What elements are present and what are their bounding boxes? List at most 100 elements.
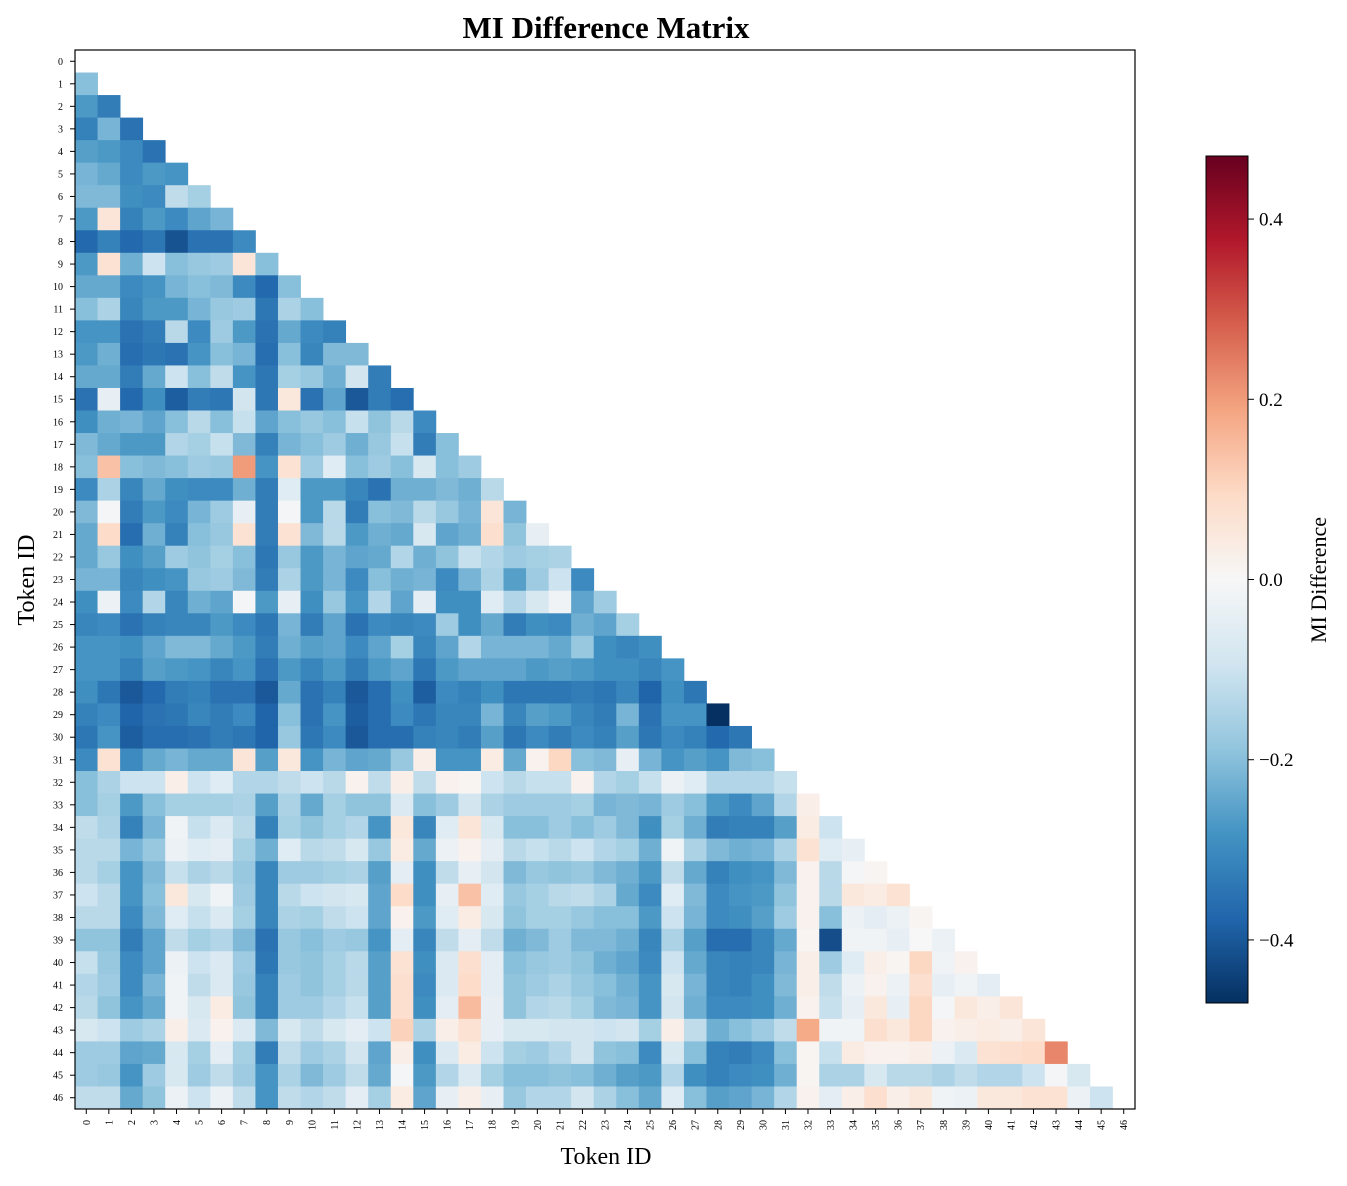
heatmap-cell	[120, 635, 144, 659]
heatmap-cell	[909, 996, 933, 1020]
heatmap-cell	[255, 568, 279, 592]
heatmap-cell	[142, 1063, 166, 1087]
heatmap-cell	[345, 387, 369, 411]
y-tick-label: 45	[53, 1071, 63, 1082]
heatmap-cell	[323, 523, 347, 547]
heatmap-cell	[729, 793, 752, 817]
heatmap-cell	[548, 703, 572, 727]
heatmap-cell	[390, 748, 414, 772]
heatmap-cell	[120, 455, 144, 479]
heatmap-cell	[932, 928, 955, 952]
heatmap-cell	[954, 1041, 978, 1065]
heatmap-cell	[142, 725, 166, 749]
heatmap-cell	[413, 703, 437, 727]
heatmap-cell	[458, 658, 482, 682]
heatmap-cell	[526, 1041, 550, 1065]
y-tick-label: 32	[53, 778, 63, 789]
heatmap-cell	[75, 793, 98, 817]
heatmap-cell	[458, 996, 482, 1020]
heatmap-cell	[616, 1086, 640, 1110]
heatmap-cell	[210, 1086, 234, 1110]
heatmap-cell	[300, 793, 324, 817]
x-tick-label: 36	[894, 1120, 905, 1130]
heatmap-cell	[819, 996, 843, 1020]
heatmap-cell	[210, 297, 234, 321]
heatmap-cell	[300, 658, 324, 682]
heatmap-cell	[526, 748, 550, 772]
heatmap-cell	[503, 613, 527, 637]
heatmap-cell	[232, 590, 256, 614]
heatmap-cell	[255, 748, 279, 772]
heatmap-cell	[526, 725, 550, 749]
heatmap-cell	[165, 365, 189, 389]
heatmap-cell	[75, 680, 98, 704]
y-tick-label: 8	[58, 237, 63, 248]
heatmap-cell	[75, 568, 98, 592]
heatmap-cell	[368, 816, 392, 840]
heatmap-cell	[210, 455, 234, 479]
heatmap-cell	[638, 1086, 662, 1110]
heatmap-cell	[97, 838, 121, 862]
heatmap-cell	[526, 861, 550, 885]
heatmap-cell	[210, 771, 234, 794]
heatmap-cell	[593, 680, 617, 704]
heatmap-cell	[165, 230, 189, 254]
heatmap-cell	[1044, 1041, 1068, 1065]
heatmap-cell	[593, 973, 617, 997]
heatmap-cell	[683, 1063, 707, 1087]
x-tick-label: 4	[172, 1120, 183, 1125]
heatmap-cell	[120, 1041, 144, 1065]
heatmap-cell	[300, 1018, 324, 1042]
heatmap-cell	[526, 568, 550, 592]
heatmap-cell	[210, 320, 234, 344]
heatmap-cell	[142, 816, 166, 840]
heatmap-cell	[187, 545, 211, 569]
heatmap-cell	[323, 658, 347, 682]
heatmap-cell	[277, 883, 301, 907]
heatmap-cell	[638, 838, 662, 862]
heatmap-cell	[616, 680, 640, 704]
heatmap-cell	[864, 906, 888, 930]
heatmap-cell	[345, 365, 369, 389]
heatmap-cell	[165, 883, 189, 907]
heatmap-cell	[706, 1041, 730, 1065]
heatmap-cell	[255, 680, 279, 704]
colorbar-label: MI Difference	[1306, 517, 1331, 643]
heatmap-cell	[187, 725, 211, 749]
heatmap-cell	[751, 861, 775, 885]
heatmap-cell	[165, 680, 189, 704]
heatmap-cell	[187, 455, 211, 479]
heatmap-cell	[120, 117, 144, 141]
heatmap-cell	[503, 545, 527, 569]
heatmap-cell	[683, 973, 707, 997]
heatmap-cell	[210, 275, 234, 299]
heatmap-cell	[458, 951, 482, 975]
heatmap-cell	[368, 838, 392, 862]
heatmap-cell	[435, 996, 459, 1020]
heatmap-cell	[729, 748, 752, 772]
x-tick-label: 33	[826, 1120, 837, 1130]
heatmap-cell	[120, 387, 144, 411]
heatmap-cell	[345, 635, 369, 659]
heatmap-cell	[120, 207, 144, 231]
heatmap-cell	[796, 816, 820, 840]
heatmap-cell	[435, 928, 459, 952]
heatmap-cell	[75, 410, 98, 434]
heatmap-cell	[75, 1063, 98, 1087]
heatmap-cell	[390, 1041, 414, 1065]
heatmap-cell	[187, 861, 211, 885]
heatmap-cell	[142, 1086, 166, 1110]
x-tick-label: 10	[307, 1120, 318, 1130]
heatmap-cell	[187, 410, 211, 434]
heatmap-cell	[729, 906, 752, 930]
heatmap-cell	[1044, 1063, 1068, 1087]
y-tick-label: 29	[53, 710, 63, 721]
heatmap-cell	[255, 320, 279, 344]
heatmap-cell	[796, 906, 820, 930]
heatmap-cell	[97, 996, 121, 1020]
y-tick-label: 24	[53, 598, 63, 609]
heatmap-cell	[796, 1041, 820, 1065]
x-tick-label: 44	[1074, 1120, 1085, 1130]
heatmap-cell	[435, 861, 459, 885]
heatmap-cell	[232, 297, 256, 321]
